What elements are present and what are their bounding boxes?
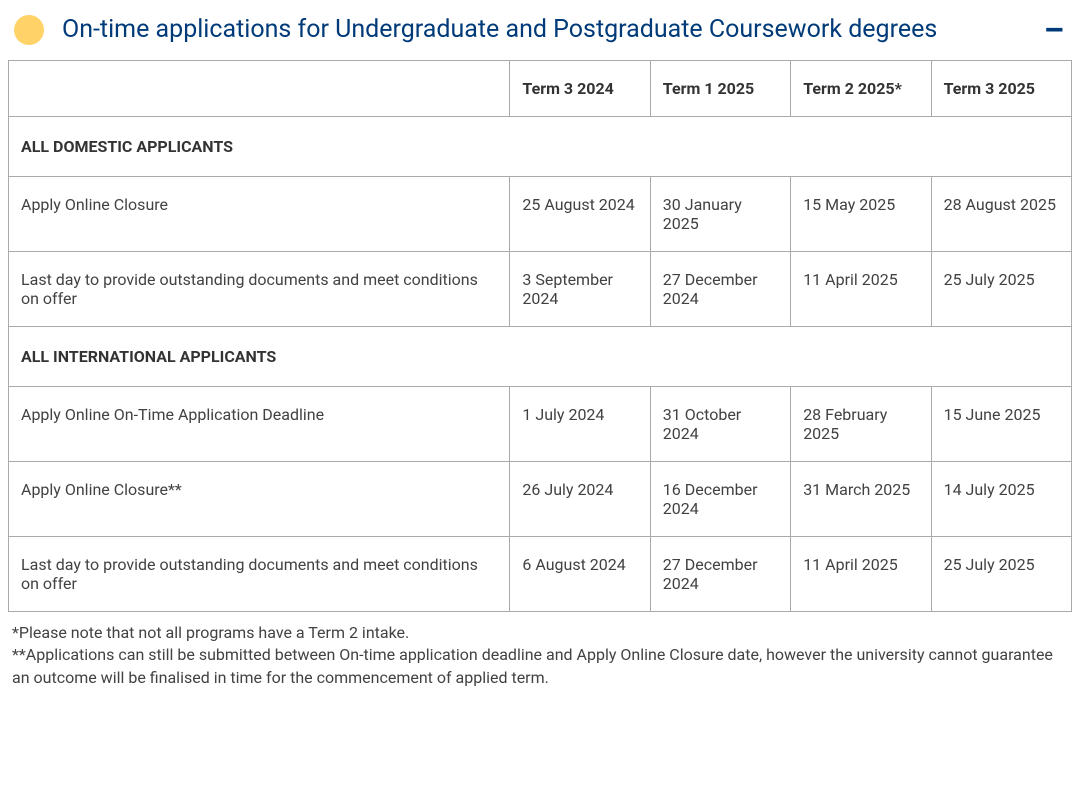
table-row: Last day to provide outstanding document…: [9, 252, 1072, 327]
row-label-cell: Last day to provide outstanding document…: [9, 537, 510, 612]
date-cell: 27 December 2024: [650, 537, 790, 612]
footnote-line: **Applications can still be submitted be…: [12, 644, 1068, 689]
table-row: Apply Online On-Time Application Deadlin…: [9, 387, 1072, 462]
deadlines-table: Term 3 2024 Term 1 2025 Term 2 2025* Ter…: [8, 60, 1072, 612]
section-label-row: ALL DOMESTIC APPLICANTS: [9, 117, 1072, 177]
date-cell: 6 August 2024: [510, 537, 650, 612]
table-header-blank: [9, 61, 510, 117]
collapse-toggle-icon[interactable]: –: [1044, 14, 1070, 46]
date-cell: 25 July 2025: [931, 537, 1071, 612]
date-cell: 11 April 2025: [791, 252, 931, 327]
table-row: Last day to provide outstanding document…: [9, 537, 1072, 612]
header-left: On-time applications for Undergraduate a…: [14, 15, 937, 45]
table-header-term: Term 3 2024: [510, 61, 650, 117]
row-label-cell: Apply Online Closure**: [9, 462, 510, 537]
date-cell: 31 March 2025: [791, 462, 931, 537]
date-cell: 15 May 2025: [791, 177, 931, 252]
section-header[interactable]: On-time applications for Undergraduate a…: [8, 8, 1072, 60]
date-cell: 3 September 2024: [510, 252, 650, 327]
table-header-term: Term 1 2025: [650, 61, 790, 117]
date-cell: 16 December 2024: [650, 462, 790, 537]
date-cell: 26 July 2024: [510, 462, 650, 537]
section-label-cell: ALL DOMESTIC APPLICANTS: [9, 117, 1072, 177]
bullet-dot-icon: [14, 15, 44, 45]
date-cell: 15 June 2025: [931, 387, 1071, 462]
date-cell: 30 January 2025: [650, 177, 790, 252]
table-header-term: Term 2 2025*: [791, 61, 931, 117]
date-cell: 28 August 2025: [931, 177, 1071, 252]
date-cell: 25 July 2025: [931, 252, 1071, 327]
section-label-row: ALL INTERNATIONAL APPLICANTS: [9, 327, 1072, 387]
row-label-cell: Apply Online On-Time Application Deadlin…: [9, 387, 510, 462]
row-label-cell: Last day to provide outstanding document…: [9, 252, 510, 327]
date-cell: 25 August 2024: [510, 177, 650, 252]
date-cell: 14 July 2025: [931, 462, 1071, 537]
table-header-term: Term 3 2025: [931, 61, 1071, 117]
table-row: Apply Online Closure25 August 202430 Jan…: [9, 177, 1072, 252]
footnote-line: *Please note that not all programs have …: [12, 622, 1068, 644]
section-label-cell: ALL INTERNATIONAL APPLICANTS: [9, 327, 1072, 387]
row-label-cell: Apply Online Closure: [9, 177, 510, 252]
footnotes: *Please note that not all programs have …: [8, 612, 1072, 693]
date-cell: 11 April 2025: [791, 537, 931, 612]
section-title: On-time applications for Undergraduate a…: [62, 15, 937, 45]
table-row: Apply Online Closure**26 July 202416 Dec…: [9, 462, 1072, 537]
table-header-row: Term 3 2024 Term 1 2025 Term 2 2025* Ter…: [9, 61, 1072, 117]
date-cell: 27 December 2024: [650, 252, 790, 327]
date-cell: 1 July 2024: [510, 387, 650, 462]
date-cell: 28 February 2025: [791, 387, 931, 462]
date-cell: 31 October 2024: [650, 387, 790, 462]
